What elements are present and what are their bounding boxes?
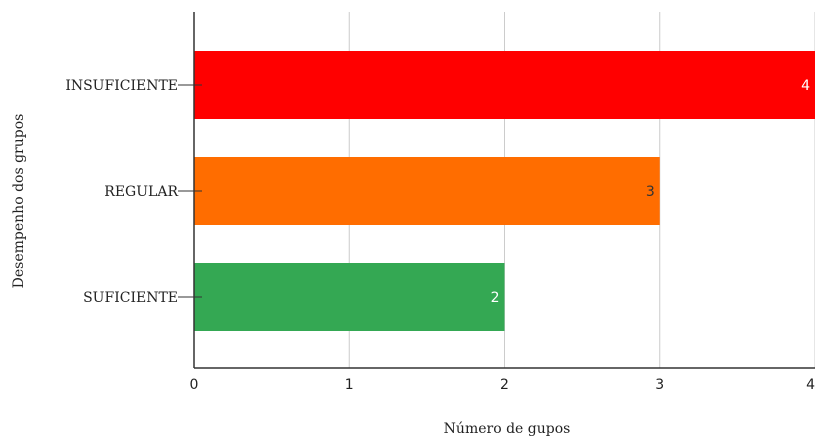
- value-labels: 4 3 2: [491, 78, 811, 306]
- bar-value-label: 2: [491, 290, 500, 306]
- bar: [194, 157, 660, 225]
- bars: [194, 51, 815, 331]
- bar-value-label: 4: [801, 78, 810, 94]
- x-axis-title: Número de gupos: [444, 421, 571, 437]
- x-ticks: 0 1 2 3 4: [190, 377, 815, 393]
- axes: [193, 12, 815, 369]
- y-tick-label: REGULAR: [104, 184, 178, 200]
- x-tick-label: 1: [345, 377, 354, 393]
- y-ticks: INSUFICIENTE REGULAR SUFICIENTE: [65, 78, 202, 306]
- x-tick-label: 4: [806, 377, 815, 393]
- bar: [194, 263, 505, 331]
- x-tick-label: 3: [655, 377, 664, 393]
- y-tick-label: SUFICIENTE: [83, 290, 178, 306]
- x-tick-label: 0: [190, 377, 199, 393]
- bar: [194, 51, 815, 119]
- y-axis-title: Desempenho dos grupos: [11, 114, 27, 289]
- x-tick-label: 2: [500, 377, 509, 393]
- bar-value-label: 3: [646, 184, 655, 200]
- y-tick-label: INSUFICIENTE: [65, 78, 178, 94]
